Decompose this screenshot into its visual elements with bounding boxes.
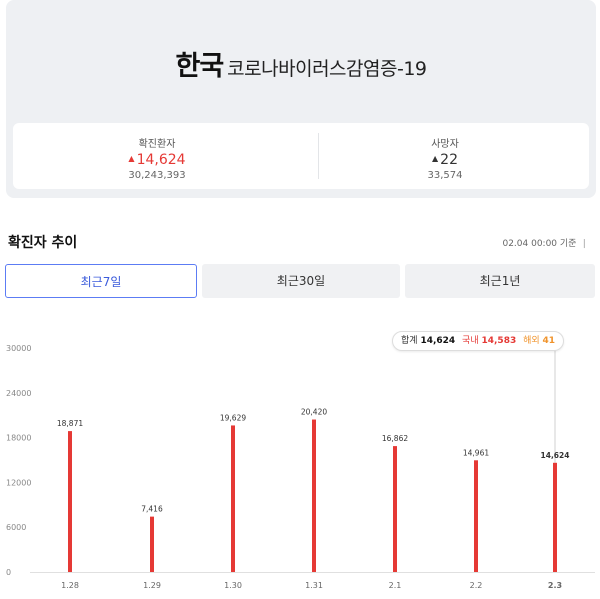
- bar-value-label: 19,629: [220, 413, 246, 422]
- stat-confirmed-delta-value: 14,624: [136, 152, 186, 168]
- info-icon[interactable]: ❘: [580, 239, 588, 249]
- updated-timestamp: 02.04 00:00 기준 ❘: [502, 236, 588, 249]
- x-tick-label: 1.29: [143, 581, 161, 590]
- tab-30days[interactable]: 최근30일: [202, 264, 400, 298]
- summary-card: 한국 코로나바이러스감염증-19 확진환자 ▲ 14,624 30,243,393 …: [6, 0, 596, 198]
- tab-7days[interactable]: 최근7일: [5, 264, 197, 298]
- disease-title: 코로나바이러스감염증-19: [227, 58, 427, 80]
- y-tick-label: 30000: [6, 344, 31, 353]
- up-arrow-icon: ▲: [432, 154, 439, 163]
- stat-deaths-delta: ▲ 22: [301, 152, 589, 168]
- stats-divider: [318, 133, 319, 179]
- x-tick-label: 2.1: [389, 581, 402, 590]
- bar-value-label: 14,961: [463, 448, 489, 457]
- x-tick-label: 1.30: [224, 581, 242, 590]
- x-tick-label: 2.3: [548, 581, 562, 590]
- bar-2.3[interactable]: [553, 462, 557, 572]
- page-title: 한국 코로나바이러스감염증-19: [6, 44, 596, 83]
- bar-2.2[interactable]: [474, 460, 478, 572]
- x-tick-label: 2.2: [470, 581, 483, 590]
- confirmed-trend-chart: 0 6000 12000 18000 24000 30000 18,871 1.28 7,416…: [6, 344, 595, 590]
- tooltip-domestic-label: 국내: [462, 336, 479, 346]
- stat-confirmed-total: 30,243,393: [128, 170, 186, 181]
- stat-deaths-total: 33,574: [427, 170, 463, 181]
- bar-value-label: 16,862: [382, 434, 408, 443]
- tooltip-overseas-label: 해외: [523, 336, 540, 346]
- x-tick-label: 1.28: [61, 581, 79, 590]
- tab-1year[interactable]: 최근1년: [405, 264, 595, 298]
- bar-1.29[interactable]: [150, 516, 154, 572]
- bar-1.28[interactable]: [68, 431, 72, 572]
- section-title: 확진자 추이: [8, 235, 78, 251]
- tooltip-domestic-value: 14,583: [481, 336, 517, 346]
- y-tick-label: 18000: [6, 434, 31, 443]
- y-tick-label: 0: [6, 568, 11, 577]
- bar-2.1[interactable]: [393, 446, 397, 572]
- updated-text: 02.04 00:00 기준: [502, 239, 577, 249]
- bar-value-label: 18,871: [57, 419, 83, 428]
- stat-confirmed-delta: ▲ 14,624: [13, 152, 301, 168]
- stats-panel: 확진환자 ▲ 14,624 30,243,393 사망자 ▲ 22 33,574: [13, 123, 589, 189]
- tooltip-total-value: 14,624: [420, 336, 456, 346]
- stat-deaths-label: 사망자: [431, 139, 459, 150]
- bar-1.30[interactable]: [231, 425, 235, 572]
- bar-1.31[interactable]: [312, 419, 316, 572]
- stat-confirmed: 확진환자 ▲ 14,624 30,243,393: [13, 123, 301, 189]
- tooltip-total-label: 합계: [401, 336, 418, 346]
- bar-value-label: 7,416: [141, 505, 163, 514]
- y-tick-label: 24000: [6, 389, 31, 398]
- stat-confirmed-label: 확진환자: [138, 139, 176, 150]
- y-tick-label: 12000: [6, 478, 31, 487]
- up-arrow-icon: ▲: [128, 154, 135, 163]
- bar-value-label: 20,420: [301, 408, 327, 417]
- country-title: 한국: [175, 51, 224, 82]
- stat-deaths: 사망자 ▲ 22 33,574: [301, 123, 589, 189]
- tooltip-overseas-value: 41: [542, 336, 556, 346]
- y-tick-label: 6000: [6, 523, 26, 532]
- bar-value-label: 14,624: [541, 451, 570, 460]
- stat-deaths-delta-value: 22: [440, 152, 458, 168]
- x-tick-label: 1.31: [305, 581, 323, 590]
- chart-tooltip: 합계 14,624 국내 14,583 해외 41: [392, 331, 565, 351]
